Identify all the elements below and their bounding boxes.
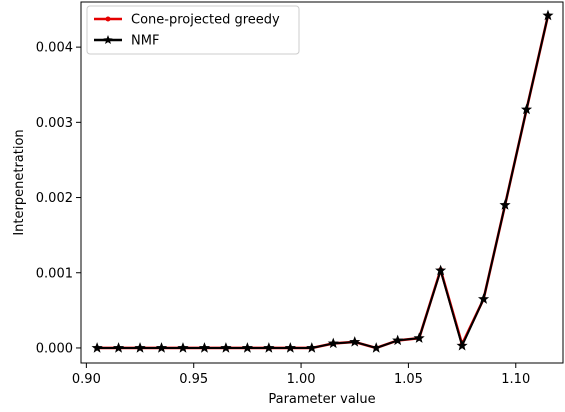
y-axis-label: Interpenetration (12, 129, 27, 235)
data-point (477, 293, 490, 304)
legend: Cone-projected greedy NMF (86, 5, 300, 55)
data-point (177, 342, 189, 353)
y-tick-label: 0.000 (36, 341, 73, 356)
y-tick-label: 0.001 (36, 266, 73, 281)
axes-frame (80, 1, 564, 364)
y-tick-label: 0.004 (36, 41, 73, 56)
legend-box (86, 5, 300, 55)
data-point (456, 339, 468, 351)
data-point (198, 342, 211, 353)
x-tick-label: 0.95 (179, 372, 208, 387)
data-point (413, 332, 425, 343)
legend-marker (105, 16, 111, 22)
data-point (91, 342, 103, 353)
data-point (155, 342, 168, 353)
data-point (241, 342, 253, 353)
x-tick-label: 1.00 (287, 372, 316, 387)
y-tick-label: 0.002 (36, 191, 73, 206)
legend-label: Cone-projected greedy (131, 13, 280, 28)
data-point (284, 342, 296, 353)
plot-layer (91, 9, 554, 353)
data-point (542, 9, 554, 21)
data-point (113, 342, 125, 353)
x-axis-label: Parameter value (268, 392, 375, 407)
legend-label: NMF (131, 34, 159, 49)
x-tick-label: 1.05 (394, 372, 423, 387)
data-point (435, 264, 447, 276)
data-point (392, 334, 404, 346)
data-point (327, 337, 339, 349)
x-tick-label: 1.10 (501, 372, 530, 387)
series-line-2 (97, 15, 549, 349)
data-point (306, 342, 318, 353)
data-point (370, 342, 382, 353)
data-point (263, 342, 275, 353)
data-point (520, 103, 533, 115)
legend-marker (103, 35, 113, 45)
y-tick-label: 0.003 (36, 116, 73, 131)
data-point (220, 342, 232, 353)
data-point (134, 342, 146, 353)
axes-layer: 0.90 0.95 1.00 1.05 1.10 0.000 0.001 0.002 0.003… (36, 1, 564, 387)
data-point (499, 199, 511, 210)
data-point (349, 336, 361, 347)
x-tick-label: 0.90 (72, 372, 101, 387)
